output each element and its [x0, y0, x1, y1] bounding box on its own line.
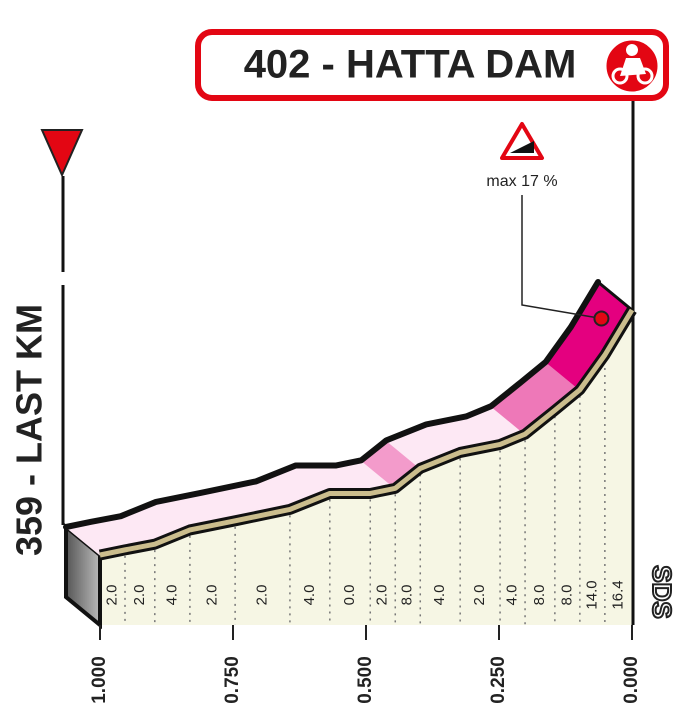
- gradient-label: 2.0: [103, 585, 120, 606]
- ribbon-end: [597, 280, 633, 312]
- gradient-label: 14.0: [583, 580, 600, 609]
- gradient-label: 2.0: [203, 585, 220, 606]
- gradient-label: 2.0: [471, 585, 488, 606]
- x-tick-label: 0.500: [355, 656, 376, 704]
- climb-icon-wheel: [636, 67, 654, 85]
- x-tick-label: 1.000: [89, 656, 110, 704]
- ground-fill: [100, 310, 632, 625]
- credit: SDS: [647, 565, 675, 618]
- ribbon-top: [63, 279, 601, 530]
- climb-icon-body: [620, 58, 646, 76]
- gradient-label: 2.0: [374, 585, 391, 606]
- gradient-label: 0.0: [341, 585, 358, 606]
- gradient-label: 2.0: [253, 585, 270, 606]
- gradient-label: 2.0: [131, 585, 148, 606]
- climb-icon-wheel: [611, 67, 629, 85]
- gradient-label: 4.0: [301, 585, 318, 606]
- x-tick-label: 0.000: [621, 656, 642, 704]
- x-tick-label: 0.250: [488, 656, 509, 704]
- gradient-label: 4.0: [431, 585, 448, 606]
- profile-line: [99, 308, 635, 558]
- start-label: 359 - LAST KM: [9, 304, 50, 556]
- title-box: [195, 29, 669, 101]
- gradient-label: 8.0: [399, 585, 416, 606]
- gradient-sign-icon: [510, 141, 534, 153]
- max-point: [593, 310, 610, 327]
- climb-icon-head: [626, 44, 638, 56]
- gradient-label: 4.0: [504, 585, 521, 606]
- annotation: max 17 %: [486, 173, 557, 190]
- gradient-label: 4.0: [163, 585, 180, 606]
- annotation-leader: [521, 195, 602, 320]
- start-marker: [40, 129, 84, 178]
- gradient-label: 8.0: [531, 585, 548, 606]
- under-layer: [64, 281, 633, 630]
- chart-title: 402 - HATTA DAM: [244, 43, 577, 87]
- x-tick-label: 0.750: [222, 656, 243, 704]
- gradient-label: 16.4: [609, 580, 626, 609]
- gradient-label: 8.0: [558, 585, 575, 606]
